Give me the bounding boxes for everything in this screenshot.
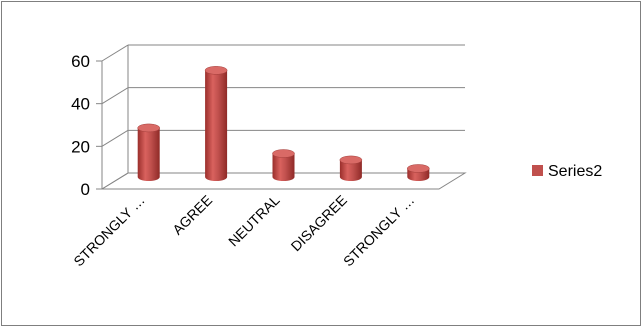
gridline-side [101, 44, 129, 62]
gridline-side [101, 129, 129, 147]
x-tick-label: STRONGLY … [340, 192, 418, 270]
legend-label-series2: Series2 [548, 163, 602, 180]
bars [137, 66, 430, 181]
x-tick-label: STRONGLY … [70, 192, 148, 270]
y-tick-label: 60 [71, 52, 90, 71]
y-tick-label: 0 [81, 180, 90, 199]
bar-top [137, 123, 160, 133]
legend: Series2 [532, 163, 602, 180]
bar-body [339, 159, 362, 181]
x-tick-label: DISAGREE [288, 192, 350, 254]
bar [272, 149, 295, 181]
y-tick-label: 20 [71, 137, 90, 156]
legend-swatch-series2 [532, 165, 543, 176]
bar-body [137, 127, 160, 181]
y-tick-label: 40 [71, 95, 90, 114]
gridline-side [101, 87, 129, 105]
x-tick-label: AGREE [169, 192, 215, 238]
bar-top [339, 155, 363, 165]
bar [204, 66, 228, 181]
bar-top [407, 164, 430, 173]
bar-top [204, 66, 228, 75]
bar-body [205, 70, 228, 181]
gridlines [96, 44, 467, 190]
bar [407, 164, 430, 181]
bar-top [272, 149, 295, 158]
bar [339, 155, 363, 181]
x-tick-label: NEUTRAL [225, 192, 283, 250]
bar [137, 123, 160, 181]
bar-body [272, 153, 295, 181]
chart-floor [100, 172, 467, 190]
